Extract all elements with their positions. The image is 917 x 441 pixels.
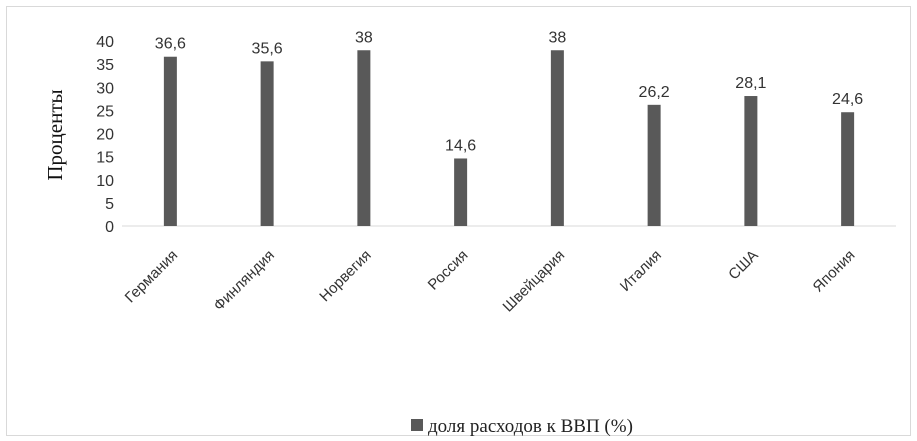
y-tick-label: 35	[96, 57, 114, 74]
x-tick-label: Россия	[425, 247, 472, 294]
bar	[163, 56, 177, 226]
bar	[550, 50, 564, 226]
y-tick-label: 0	[105, 219, 114, 236]
data-label: 38	[355, 29, 373, 46]
y-tick-label: 25	[96, 103, 114, 120]
x-axis: Германия Финляндия Норвегия Россия Швейцария…	[122, 247, 859, 316]
data-label: 24,6	[832, 91, 863, 108]
x-tick-label: Япония	[810, 247, 859, 296]
x-tick-label: США	[725, 247, 761, 283]
data-label: 38	[548, 29, 566, 46]
data-label: 28,1	[735, 75, 766, 92]
y-tick-label: 15	[96, 150, 114, 167]
bar	[744, 96, 758, 226]
x-tick-label: Германия	[122, 247, 182, 307]
bar	[454, 158, 468, 226]
y-axis: 0 5 10 15 20 25 30 35 40	[96, 34, 114, 236]
x-tick-label: Италия	[617, 247, 665, 295]
data-label: 26,2	[639, 84, 670, 101]
bar	[647, 104, 661, 226]
y-axis-label: Проценты	[43, 89, 67, 180]
data-label: 36,6	[155, 36, 186, 53]
bar	[260, 61, 274, 226]
y-tick-label: 10	[96, 173, 114, 190]
bar	[357, 50, 371, 226]
legend-swatch	[411, 419, 423, 431]
y-tick-label: 20	[96, 127, 114, 144]
x-tick-label: Швейцария	[500, 247, 569, 316]
x-tick-label: Норвегия	[316, 247, 374, 305]
legend-label: доля расходов к ВВП (%)	[428, 416, 633, 437]
bar	[841, 112, 855, 226]
data-label: 14,6	[445, 137, 476, 154]
y-tick-label: 30	[96, 80, 114, 97]
legend: доля расходов к ВВП (%)	[411, 416, 633, 437]
x-tick-label: Финляндия	[210, 247, 278, 315]
y-tick-label: 40	[96, 34, 114, 51]
y-tick-label: 5	[105, 196, 114, 213]
data-label: 35,6	[252, 40, 283, 57]
data-labels: 36,6 35,6 38 14,6 38 26,2 28,1 24,6	[155, 29, 863, 154]
bar-series	[163, 50, 855, 226]
